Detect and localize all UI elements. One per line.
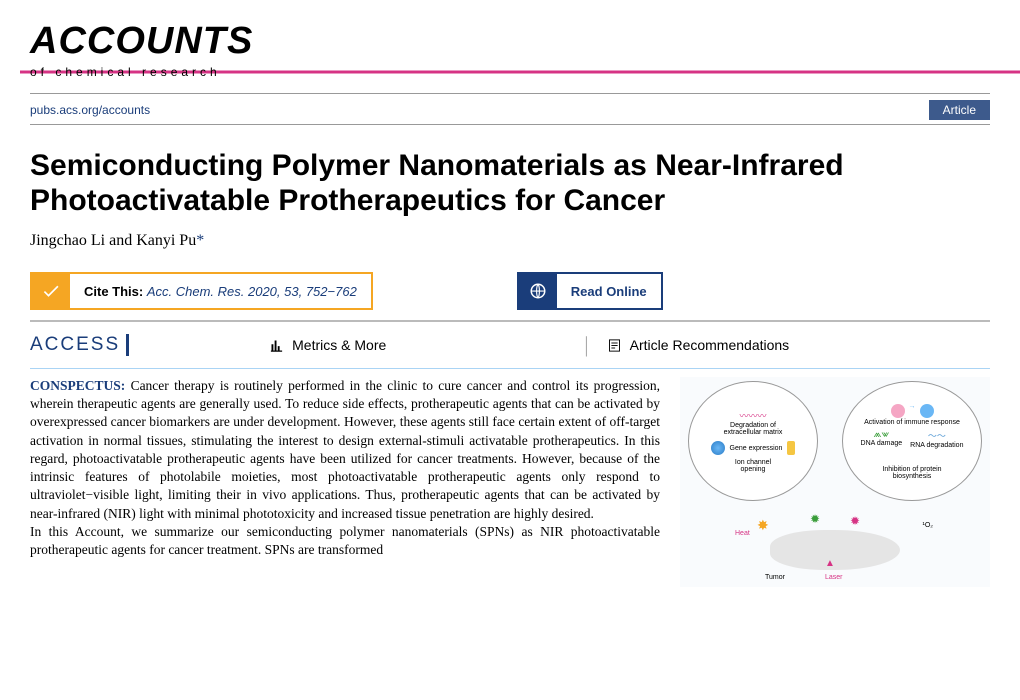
author-2[interactable]: Kanyi Pu <box>136 232 196 249</box>
abstract: CONSPECTUS: Cancer therapy is routinely … <box>30 377 660 587</box>
graphical-abstract: 〰〰〰 Degradation ofextracellular matrix G… <box>680 377 990 587</box>
article-type-badge: Article <box>929 100 990 120</box>
journal-subtitle: of chemical research <box>30 63 990 81</box>
header-bar: pubs.acs.org/accounts Article <box>30 93 990 125</box>
separator: | <box>584 332 588 358</box>
fig-text: extracellular matrix <box>724 429 783 436</box>
fig-text: DNA damage <box>861 440 903 447</box>
read-online-box[interactable]: Read Online <box>517 272 663 310</box>
fig-text: Inhibition of protein <box>882 466 941 473</box>
recommendations-label: Article Recommendations <box>630 337 790 353</box>
fig-text: RNA degradation <box>910 442 963 449</box>
fig-label-tumor: Tumor <box>765 574 785 581</box>
document-icon <box>607 338 622 353</box>
abstract-p1: Cancer therapy is routinely performed in… <box>30 378 660 521</box>
globe-icon <box>519 274 557 308</box>
fig-label-heat: Heat <box>735 530 750 537</box>
fig-label-laser: Laser <box>825 574 843 581</box>
cite-reference: Acc. Chem. Res. 2020, 53, 752−762 <box>147 284 357 299</box>
abstract-p2: In this Account, we summarize our semico… <box>30 524 660 557</box>
bar-chart-icon <box>269 338 284 353</box>
figure-bubble-right: → Activation of immune response ⩕⩖DNA da… <box>842 381 982 501</box>
access-link[interactable]: ACCESS <box>30 334 129 356</box>
read-online-label: Read Online <box>557 284 661 299</box>
journal-name: ACCOUNTS <box>30 20 990 63</box>
fig-text: Gene expression <box>730 445 783 452</box>
recommendations-link[interactable]: Article Recommendations <box>607 337 790 353</box>
author-list: Jingchao Li and Kanyi Pu* <box>30 232 990 250</box>
fig-text: Activation of immune response <box>864 419 960 426</box>
fig-text: opening <box>741 466 766 473</box>
journal-logo: ACCOUNTS of chemical research <box>30 20 990 81</box>
citation-row: Cite This: Acc. Chem. Res. 2020, 53, 752… <box>30 272 990 310</box>
corresponding-mark[interactable]: * <box>196 232 204 249</box>
fig-text: Ion channel <box>735 459 771 466</box>
publisher-url[interactable]: pubs.acs.org/accounts <box>30 103 150 117</box>
content-row: CONSPECTUS: Cancer therapy is routinely … <box>30 368 990 587</box>
article-title: Semiconducting Polymer Nanomaterials as … <box>30 149 990 218</box>
nav-row: ACCESS Metrics & More | Article Recommen… <box>30 320 990 368</box>
metrics-link[interactable]: Metrics & More <box>269 337 386 353</box>
author-sep: and <box>105 232 136 249</box>
cite-box[interactable]: Cite This: Acc. Chem. Res. 2020, 53, 752… <box>30 272 373 310</box>
metrics-label: Metrics & More <box>292 337 386 353</box>
check-icon <box>32 274 70 308</box>
cite-text: Cite This: Acc. Chem. Res. 2020, 53, 752… <box>70 284 371 299</box>
figure-mouse: Heat Tumor Laser ¹O₂ ✸ ✹ ✹ ▲ <box>755 522 915 577</box>
fig-text: Degradation of <box>730 422 776 429</box>
fig-text: biosynthesis <box>893 473 932 480</box>
fig-label-o2: ¹O₂ <box>923 522 934 529</box>
cite-label: Cite This: <box>84 284 143 299</box>
author-1[interactable]: Jingchao Li <box>30 232 105 249</box>
figure-bubble-left: 〰〰〰 Degradation ofextracellular matrix G… <box>688 381 818 501</box>
abstract-heading: CONSPECTUS: <box>30 378 125 393</box>
